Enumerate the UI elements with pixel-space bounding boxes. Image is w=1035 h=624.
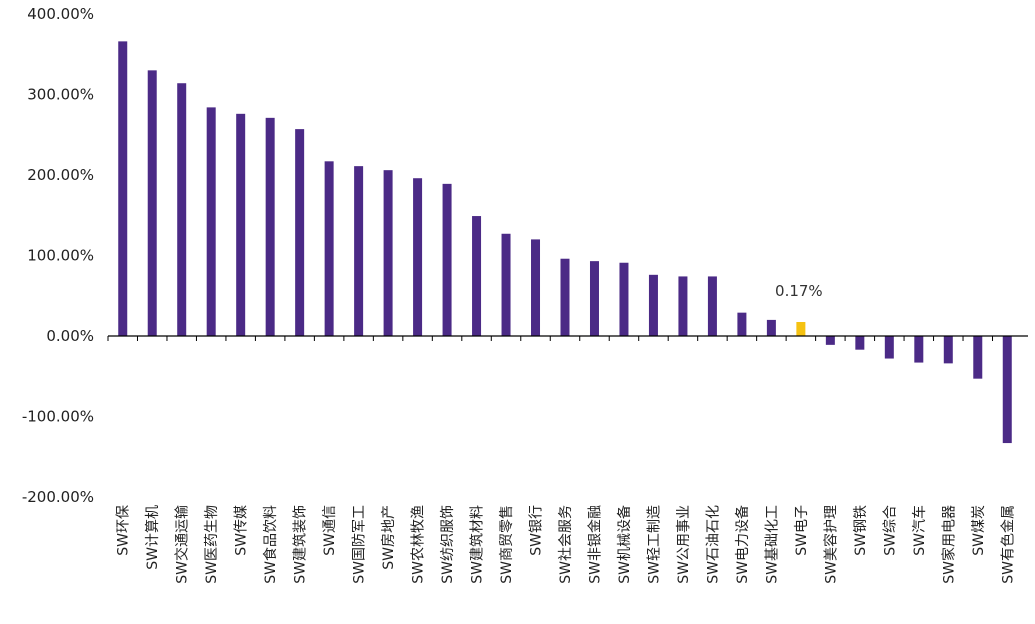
x-tick-label: SW商贸零售: [499, 505, 515, 584]
bar-SW环保: [118, 41, 128, 337]
x-axis-labels: SW环保 SW计算机 SW交通运输 SW医药生物 SW传媒 SW食品饮料 SW建筑装饰 SW通…: [116, 505, 1017, 584]
bar-SW家用电器: [943, 336, 953, 364]
bar-SW交通运输: [177, 83, 187, 336]
x-tick-label: SW医药生物: [204, 505, 220, 584]
x-tick-label: SW钢铁: [853, 505, 869, 556]
x-tick-label: SW家用电器: [940, 505, 957, 584]
x-tick-label: SW有色金属: [999, 505, 1016, 584]
bar-SW机械设备: [619, 262, 629, 336]
x-tick-label: SW传媒: [234, 505, 250, 556]
x-tick-label: SW轻工制造: [646, 505, 662, 584]
x-tick-label: SW建筑材料: [470, 505, 486, 584]
x-tick-label: SW公用事业: [676, 505, 692, 584]
y-tick-label: 300.00%: [27, 86, 94, 104]
bar-SW计算机: [147, 70, 157, 336]
bar-SW有色金属: [1002, 336, 1012, 444]
bar-SW商贸零售: [501, 233, 511, 336]
x-tick-label: SW美容护理: [822, 505, 839, 584]
bar-SW电子: [796, 322, 806, 336]
bar-SW非银金融: [589, 261, 599, 336]
bar-SW医药生物: [206, 107, 216, 336]
bar-SW公用事业: [678, 276, 688, 336]
bar-SW纺织服饰: [442, 183, 452, 336]
x-tick-label: SW房地产: [381, 505, 397, 570]
bar-SW综合: [884, 336, 894, 359]
x-tick-label: SW银行: [529, 505, 545, 556]
bar-SW社会服务: [560, 258, 570, 336]
bar-SW石油石化: [707, 276, 717, 336]
x-tick-label: SW环保: [116, 505, 132, 556]
x-tick-label: SW食品饮料: [262, 505, 279, 584]
x-tick-label: SW国防军工: [352, 505, 368, 584]
x-tick-label: SW综合: [882, 505, 898, 556]
bar-SW建筑材料: [472, 216, 482, 336]
x-tick-label: SW电力设备: [734, 505, 751, 584]
bar-SW房地产: [383, 170, 393, 336]
bar-SW食品饮料: [265, 117, 275, 336]
bar-SW农林牧渔: [413, 178, 423, 336]
x-tick-label: SW社会服务: [558, 505, 574, 584]
x-tick-label: SW计算机: [145, 505, 161, 570]
x-tick-label: SW纺织服饰: [440, 505, 456, 584]
bar-SW通信: [324, 161, 334, 336]
x-tick-label: SW煤炭: [971, 505, 987, 556]
x-tick-label: SW电子: [794, 505, 810, 556]
y-tick-label: 100.00%: [27, 247, 94, 265]
y-tick-label: -100.00%: [22, 408, 94, 426]
y-tick-label: -200.00%: [22, 488, 94, 506]
bar-SW传媒: [236, 113, 246, 336]
x-tick-label: SW石油石化: [705, 505, 721, 584]
x-tick-label: SW机械设备: [616, 505, 633, 584]
x-tick-label: SW汽车: [911, 505, 928, 556]
x-tick-label: SW非银金融: [587, 505, 603, 584]
highlight-data-label: 0.17%: [775, 282, 823, 300]
bars: [107, 41, 1012, 444]
y-axis: 400.00% 300.00% 200.00% 100.00% 0.00% -100.00…: [22, 5, 94, 506]
bar-SW钢铁: [855, 336, 865, 350]
bar-SW汽车: [914, 336, 924, 363]
x-tick-label: SW通信: [322, 505, 338, 556]
bar-SW轻工制造: [648, 274, 658, 336]
x-tick-label: SW农林牧渔: [411, 505, 427, 584]
bar-SW煤炭: [973, 336, 983, 379]
bar-SW国防军工: [354, 166, 364, 336]
x-tick-label: SW建筑装饰: [293, 505, 309, 584]
bar-SW电力设备: [737, 312, 747, 336]
x-tick-label: SW交通运输: [174, 505, 191, 584]
bar-SW基础化工: [766, 319, 776, 336]
y-tick-label: 0.00%: [46, 327, 94, 345]
y-tick-label: 400.00%: [27, 5, 94, 23]
bar-SW美容护理: [825, 336, 835, 345]
x-tick-label: SW基础化工: [763, 505, 780, 584]
bar-SW银行: [531, 239, 541, 336]
y-tick-label: 200.00%: [27, 166, 94, 184]
bar-SW建筑装饰: [295, 129, 305, 336]
